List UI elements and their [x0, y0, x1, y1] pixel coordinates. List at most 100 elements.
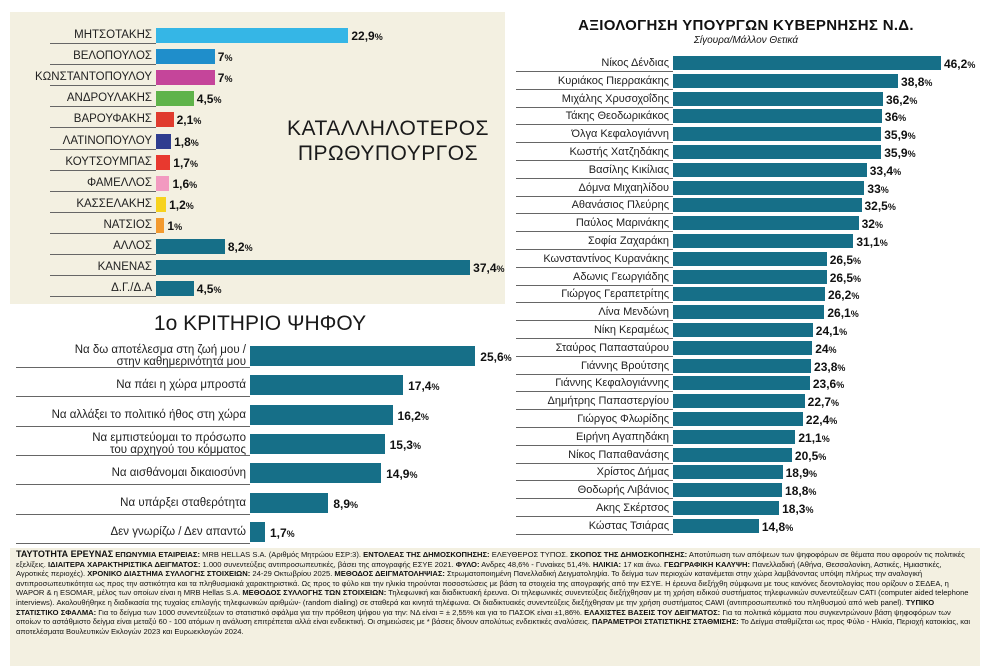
minister-bar	[673, 358, 812, 373]
footer-field-value: MRB HELLAS S.A. (Αριθμός Μητρώου ΕΣΡ:3).	[199, 550, 364, 559]
footer-field-label: ΤΥΠΙΚΟ ΣΤΑΤΙΣΤΙΚΟ ΣΦΑΛΜΑ:	[16, 597, 935, 617]
pm-value-label-number: 1,7	[173, 155, 190, 170]
minister-name-label: Λίνα Μενδώνη	[598, 306, 669, 319]
minister-value-label: 26,5%	[830, 253, 861, 267]
pm-row-line	[50, 106, 156, 108]
minister-bar	[673, 73, 899, 88]
vote-row-line	[16, 454, 250, 456]
minister-value-label: 22,7%	[808, 395, 839, 409]
pm-category-label: ΚΩΝΣΤΑΝΤΟΠΟΥΛΟΥ	[35, 71, 152, 84]
minister-value-label-pct: %	[874, 220, 883, 231]
minister-value-label: 23,6%	[813, 377, 844, 391]
minister-row-line	[516, 284, 673, 286]
minister-row-line	[516, 266, 673, 268]
pm-row-line	[50, 85, 156, 87]
vote-value-label-number: 16,2	[397, 408, 421, 423]
pm-bar	[156, 154, 171, 170]
vote-value-label-pct: %	[431, 382, 440, 393]
minister-value-label-pct: %	[967, 60, 976, 70]
minister-bar	[673, 180, 865, 195]
minister-name-label: Κώστας Τσιάρας	[588, 519, 669, 532]
pm-category-label: ΒΑΡΟΥΦΑΚΗΣ	[73, 113, 152, 126]
pm-bar	[156, 49, 215, 65]
pm-value-label: 1,7%	[173, 156, 198, 170]
minister-value-label-number: 26,1	[827, 306, 851, 321]
minister-row-line	[516, 338, 673, 339]
pm-value-label: 4,5%	[197, 92, 222, 106]
pm-category-label: ΚΑΝΕΝΑΣ	[97, 261, 152, 274]
minister-row-line	[516, 106, 673, 108]
footer-field-label: ΕΝΤΟΛΕΑΣ ΤΗΣ ΔΗΜΟΣΚΟΠΗΣΗΣ:	[363, 550, 490, 559]
footer-field-value: Τηλεφωνική και διαδικτυακή έρευνα. Οι τη…	[16, 588, 969, 607]
minister-name-label: Θοδωρής Λιβάνιος	[577, 484, 669, 497]
minister-value-label-number: 46,2	[943, 57, 968, 71]
minister-value-label-number: 18,9	[785, 466, 809, 481]
vote-row-line	[16, 367, 250, 368]
pm-value-label-pct: %	[496, 264, 505, 275]
minister-value-label-pct: %	[850, 309, 859, 320]
minister-name-label: Αθανάσιος Πλεύρης	[571, 199, 669, 212]
pm-bar	[156, 133, 172, 149]
minister-value-label: 26,2%	[828, 288, 859, 302]
minister-value-label: 46,2%	[944, 57, 975, 71]
pm-bar	[156, 175, 170, 191]
pm-value-label: 1,8%	[174, 135, 199, 149]
vote-value-label: 8,9%	[333, 497, 358, 511]
vote-category-label: Να αισθάνομαι δικαιοσύνη	[111, 467, 246, 480]
minister-name-label: Κυριάκος Πιερρακάκης	[557, 74, 669, 87]
minister-name-label: Παύλος Μαρινάκης	[575, 217, 669, 230]
minister-row-line	[516, 320, 673, 322]
minister-value-label-pct: %	[880, 184, 889, 195]
minister-row-line	[516, 409, 673, 411]
vote-value-label: 15,3%	[390, 438, 421, 452]
minister-value-label: 31,1%	[856, 235, 887, 249]
minister-value-label: 33,4%	[870, 164, 901, 178]
vote-value-label-number: 25,6	[480, 350, 504, 364]
minister-row-line	[516, 213, 673, 215]
pm-value-label-pct: %	[193, 116, 202, 127]
vote-value-label-pct: %	[412, 440, 421, 451]
pm-value-label: 37,4%	[473, 261, 504, 275]
minister-value-label-number: 36	[884, 110, 899, 125]
pm-value-label: 8,2%	[228, 240, 253, 254]
pm-value-label-number: 4,5	[196, 282, 214, 297]
minister-value-label-number: 23,6	[812, 377, 837, 392]
pm-value-label-pct: %	[244, 243, 253, 253]
pm-row-line	[50, 127, 156, 129]
minister-row-line	[516, 195, 673, 197]
pm-value-label-number: 8,2	[227, 240, 245, 254]
minister-value-label: 35,9%	[884, 128, 915, 142]
pm-row-line	[50, 275, 156, 277]
footer-field-label: ΓΕΩΓΡΑΦΙΚΗ ΚΑΛΥΨΗ:	[663, 559, 751, 569]
minister-value-label-number: 35,9	[884, 128, 908, 143]
minister-bar	[673, 465, 783, 480]
pm-value-label-pct: %	[189, 158, 198, 169]
pm-category-label: ΑΛΛΟΣ	[113, 240, 152, 252]
minister-row-line	[516, 373, 673, 375]
minister-value-label-number: 36,2	[885, 92, 910, 107]
pm-value-label-pct: %	[174, 221, 183, 232]
minister-value-label: 26,5%	[830, 271, 861, 285]
vote-category-label: του αρχηγού του κόμματος	[110, 443, 246, 456]
minister-value-label-number: 32,5	[864, 199, 888, 214]
footer-field-value: ΕΛΕΥΘΕΡΟΣ ΤΥΠΟΣ.	[489, 550, 571, 559]
minister-value-label-number: 26,5	[829, 270, 854, 285]
pm-row-line	[50, 190, 156, 192]
minister-value-label: 22,4%	[806, 413, 837, 427]
pm-bar	[156, 217, 165, 233]
minister-value-label-number: 22,7	[807, 395, 832, 410]
pm-row-line	[50, 43, 156, 44]
minister-value-label-number: 24	[815, 341, 829, 356]
vote-category-label: Να εμπιστεύομαι το πρόσωπο	[92, 431, 246, 444]
minister-row-line	[516, 355, 673, 357]
minister-value-label-number: 21,1	[798, 430, 822, 445]
footer-field-value: Στρωματοποιημένη Πανελλαδική Δειγματοληψ…	[16, 569, 949, 598]
footer-field-value: 24-29 Οκτωβρίου 2025.	[250, 569, 335, 579]
minister-bar	[673, 251, 827, 266]
pm-value-label-number: 1,8	[174, 134, 191, 149]
minister-value-label-pct: %	[808, 487, 817, 498]
minister-row-line	[516, 516, 673, 517]
minister-name-label: Κωνσταντίνος Κυρανάκης	[543, 252, 669, 265]
vote-bar	[250, 492, 329, 513]
pm-bar	[156, 28, 349, 43]
